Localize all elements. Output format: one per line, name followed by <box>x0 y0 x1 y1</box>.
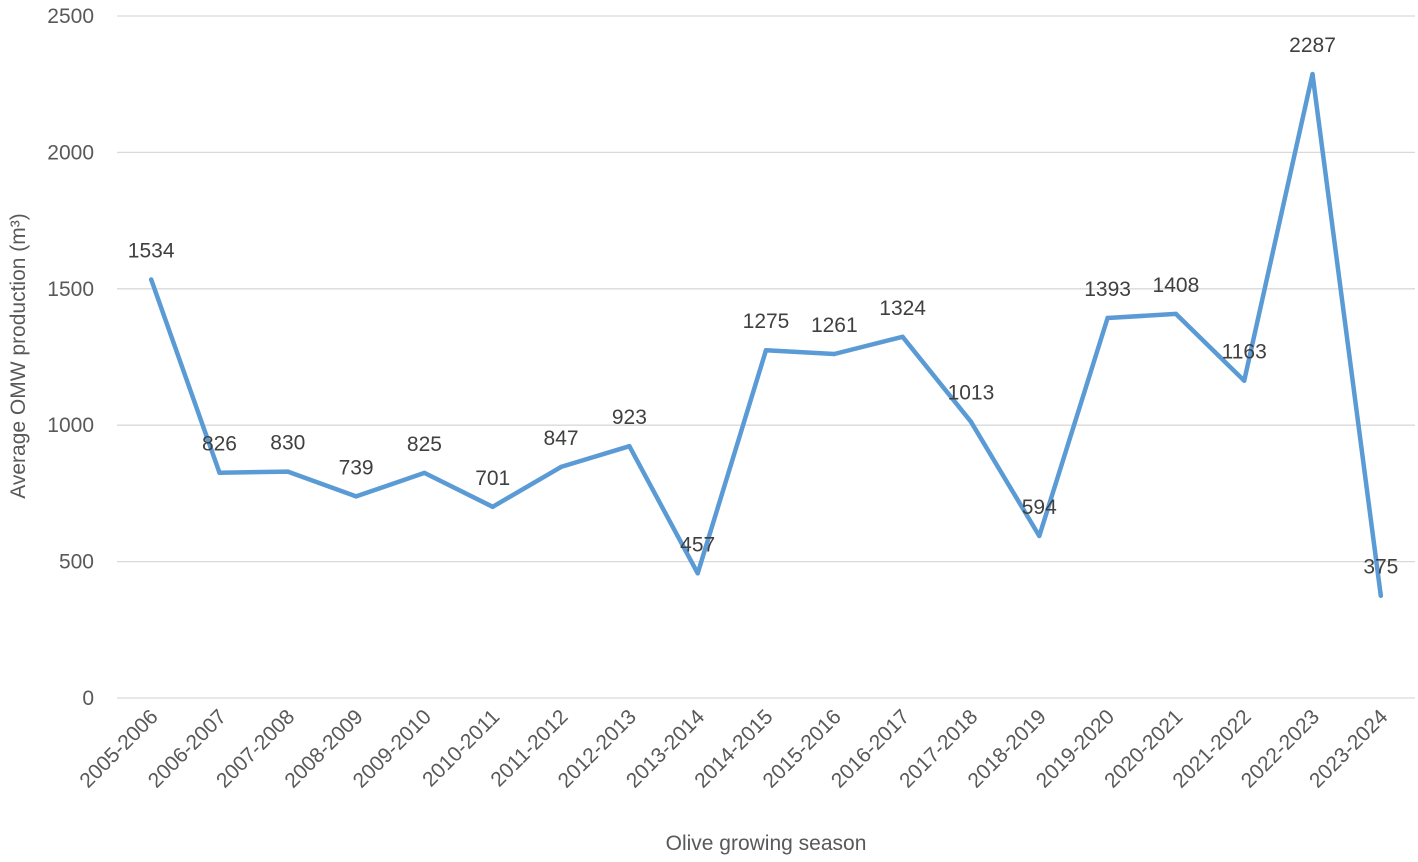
data-label: 923 <box>612 406 647 429</box>
data-label: 375 <box>1363 556 1398 579</box>
y-axis-title: Average OMW production (m³) <box>7 213 30 499</box>
data-label: 825 <box>407 433 442 456</box>
data-label: 830 <box>270 432 305 455</box>
data-label: 847 <box>544 427 579 450</box>
y-tick-label: 2500 <box>47 5 94 28</box>
data-point <box>832 351 837 357</box>
data-label: 594 <box>1022 496 1057 519</box>
gridlines <box>117 15 1415 699</box>
data-label: 1163 <box>1222 341 1267 364</box>
data-label: 457 <box>680 533 715 556</box>
data-label: 1261 <box>811 314 858 337</box>
data-label: 1275 <box>743 310 790 333</box>
data-point <box>217 470 222 475</box>
data-labels: 1534 826 830 739 825 701 847 923 457 1275 1261 1324… <box>128 34 1399 579</box>
data-point <box>1105 315 1110 321</box>
data-point <box>900 334 905 340</box>
y-tick-label: 500 <box>59 551 94 574</box>
data-point <box>627 444 632 449</box>
data-label: 1408 <box>1153 274 1200 297</box>
data-point <box>490 504 495 509</box>
series-group <box>148 71 1384 598</box>
y-tick-label: 1000 <box>47 414 94 437</box>
data-point <box>695 571 700 576</box>
data-label: 1393 <box>1084 278 1131 301</box>
data-point <box>763 347 769 353</box>
y-tick-label: 2000 <box>47 141 94 164</box>
data-point <box>148 277 154 282</box>
data-label: 826 <box>202 433 237 456</box>
data-point <box>422 470 427 476</box>
data-point <box>1310 71 1315 77</box>
x-axis-title: Olive growing season <box>666 832 867 855</box>
data-point <box>285 469 290 474</box>
y-axis-ticks: 0 500 1000 1500 2000 2500 <box>47 5 94 710</box>
data-label: 701 <box>475 467 510 490</box>
data-label: 1324 <box>879 297 926 320</box>
data-point <box>1173 311 1179 317</box>
data-point <box>1037 533 1042 539</box>
data-label: 1534 <box>128 240 175 263</box>
data-label: 739 <box>339 456 374 479</box>
data-point <box>1242 378 1247 383</box>
data-point <box>1378 593 1384 598</box>
data-point <box>968 419 974 424</box>
data-label: 2287 <box>1289 34 1336 57</box>
data-label: 1013 <box>948 382 995 405</box>
data-point <box>353 494 359 499</box>
y-tick-label: 1500 <box>47 278 94 301</box>
data-point <box>558 464 564 470</box>
x-axis-ticks: 2005-20062006-20072007-20082008-20092009… <box>75 705 1392 793</box>
y-tick-label: 0 <box>82 687 94 710</box>
